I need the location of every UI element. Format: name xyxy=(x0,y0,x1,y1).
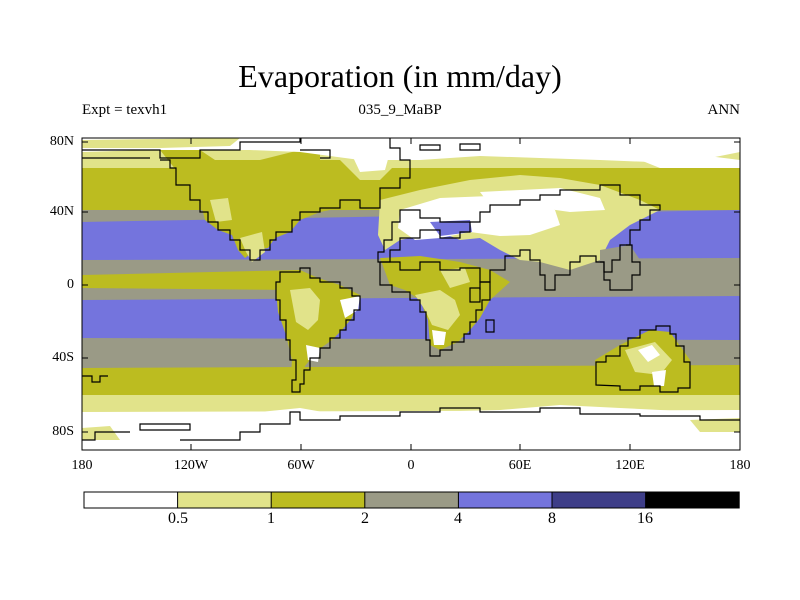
lon-tick-60w: 60W xyxy=(287,458,315,473)
lon-tick-120w: 120W xyxy=(173,458,209,473)
colorbar-swatch-2 xyxy=(271,492,365,508)
colorbar-swatch-3 xyxy=(364,492,459,508)
colorbar-swatch-5 xyxy=(552,492,646,508)
lon-tick-0: 0 xyxy=(407,458,415,473)
lat-tick-40s: 40S xyxy=(52,350,74,365)
experiment-label: Expt = texvh1 xyxy=(82,102,168,118)
lon-tick-120e: 120E xyxy=(615,458,645,473)
time-label: 035_9_MaBP xyxy=(358,102,442,118)
lon-tick-180e: 180 xyxy=(729,458,751,473)
lat-tick-80s: 80S xyxy=(52,424,74,439)
colorbar-swatch-6 xyxy=(645,492,740,508)
coastlines xyxy=(82,138,740,441)
colorbar-swatch-1 xyxy=(177,492,272,508)
lon-tick-180w: 180 xyxy=(71,458,93,473)
map-field xyxy=(82,138,740,450)
colorbar-label-16: 16 xyxy=(637,510,653,527)
season-label: ANN xyxy=(707,102,741,118)
colorbar-label-4: 4 xyxy=(454,510,462,527)
colorbar-swatch-0 xyxy=(84,492,178,508)
lat-tick-0: 0 xyxy=(67,277,74,292)
colorbar-label-8: 8 xyxy=(548,510,556,527)
lon-tick-60e: 60E xyxy=(508,458,532,473)
colorbar-label-2: 2 xyxy=(361,510,369,527)
lat-tick-40n: 40N xyxy=(49,204,74,219)
colorbar-swatch-4 xyxy=(458,492,552,508)
lat-tick-80n: 80N xyxy=(49,134,74,149)
page-title: Evaporation (in mm/day) xyxy=(238,58,562,94)
tick-marks xyxy=(81,138,741,450)
colorbar xyxy=(83,491,740,509)
colorbar-label-1: 1 xyxy=(267,510,275,527)
colorbar-label-0.5: 0.5 xyxy=(168,510,188,527)
